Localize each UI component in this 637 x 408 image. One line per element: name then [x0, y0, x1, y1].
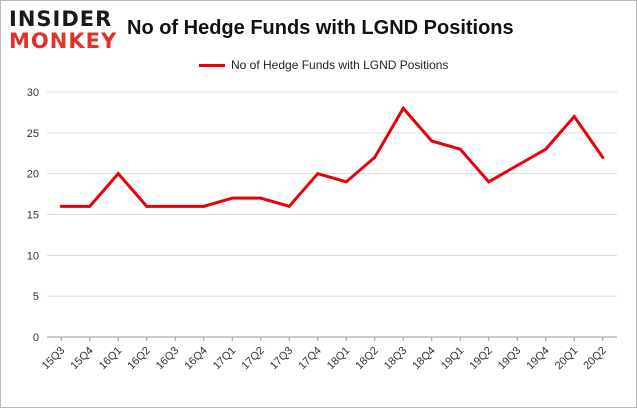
- x-tick-label: 16Q3: [154, 345, 182, 373]
- data-point: [59, 204, 63, 208]
- data-point: [601, 155, 605, 159]
- x-tick-label: 19Q2: [467, 345, 495, 373]
- data-point: [145, 204, 149, 208]
- x-tick-label: 19Q4: [524, 345, 552, 373]
- x-tick-label: 16Q4: [182, 345, 210, 373]
- x-tick-label: 19Q1: [439, 345, 467, 373]
- x-tick-label: 20Q2: [581, 345, 609, 373]
- data-point: [316, 172, 320, 176]
- data-point: [88, 204, 92, 208]
- data-point: [430, 139, 434, 143]
- y-tick-label: 15: [27, 210, 39, 222]
- x-tick-label: 17Q1: [211, 345, 239, 373]
- data-point: [458, 147, 462, 151]
- legend: No of Hedge Funds with LGND Positions: [199, 57, 448, 73]
- data-point: [287, 204, 291, 208]
- x-tick-label: 16Q2: [125, 345, 153, 373]
- x-tick-label: 18Q1: [325, 345, 353, 373]
- x-tick-label: 15Q4: [68, 345, 96, 373]
- data-point: [230, 196, 234, 200]
- chart-title: No of Hedge Funds with LGND Positions: [127, 17, 514, 39]
- x-tick-label: 19Q3: [496, 345, 524, 373]
- data-point: [116, 172, 120, 176]
- data-point: [202, 204, 206, 208]
- y-tick-label: 5: [33, 291, 39, 303]
- data-point: [515, 164, 519, 167]
- y-tick-label: 30: [27, 87, 39, 99]
- x-tick-label: 18Q2: [353, 345, 381, 373]
- x-tick-label: 18Q3: [382, 345, 410, 373]
- y-tick-label: 25: [27, 128, 39, 140]
- x-tick-label: 17Q2: [239, 345, 267, 373]
- data-point: [487, 180, 491, 184]
- data-point: [173, 204, 177, 208]
- x-tick-label: 17Q3: [268, 345, 296, 373]
- x-tick-label: 17Q4: [296, 345, 324, 373]
- logo-line-2: MONKEY: [9, 29, 118, 53]
- y-tick-label: 20: [27, 169, 39, 181]
- y-tick-label: 0: [33, 332, 39, 344]
- legend-label: No of Hedge Funds with LGND Positions: [231, 58, 449, 72]
- x-tick-label: 20Q1: [553, 345, 581, 373]
- data-point: [544, 147, 548, 151]
- x-tick-label: 18Q4: [410, 345, 438, 373]
- x-tick-label: 16Q1: [97, 345, 125, 373]
- data-point: [259, 196, 263, 200]
- data-point: [401, 106, 405, 110]
- data-point: [572, 115, 576, 118]
- x-tick-label: 15Q3: [40, 345, 68, 373]
- legend-swatch: [199, 63, 225, 67]
- logo-line-1: INSIDER: [9, 7, 113, 31]
- y-tick-label: 10: [27, 250, 39, 262]
- data-point: [344, 180, 348, 184]
- series-line: [61, 105, 604, 209]
- insider-monkey-logo: INSIDER MONKEY: [9, 9, 121, 55]
- data-point: [373, 155, 377, 159]
